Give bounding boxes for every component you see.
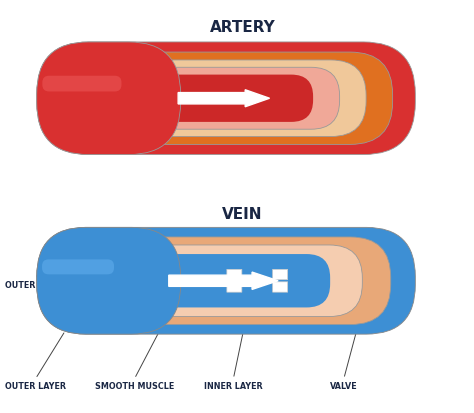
- FancyArrow shape: [178, 90, 270, 107]
- FancyBboxPatch shape: [36, 228, 415, 335]
- FancyBboxPatch shape: [273, 270, 288, 280]
- FancyBboxPatch shape: [42, 76, 121, 92]
- FancyBboxPatch shape: [227, 270, 242, 280]
- FancyBboxPatch shape: [139, 76, 313, 123]
- FancyBboxPatch shape: [86, 61, 366, 137]
- FancyArrow shape: [169, 273, 278, 290]
- Text: OUTER LAYER: OUTER LAYER: [5, 281, 66, 290]
- Text: INNER LAYER: INNER LAYER: [303, 281, 362, 290]
- Text: INNER LAYER: INNER LAYER: [204, 381, 263, 390]
- FancyBboxPatch shape: [273, 282, 288, 292]
- Text: SMOOTH MUSCLE: SMOOTH MUSCLE: [90, 281, 169, 290]
- FancyBboxPatch shape: [42, 260, 114, 275]
- Text: ARTERY: ARTERY: [210, 19, 275, 35]
- FancyBboxPatch shape: [90, 245, 362, 317]
- Text: SMOOTH MUSCLE: SMOOTH MUSCLE: [95, 381, 174, 390]
- FancyBboxPatch shape: [61, 237, 391, 325]
- FancyBboxPatch shape: [36, 228, 181, 335]
- FancyBboxPatch shape: [122, 254, 330, 308]
- FancyBboxPatch shape: [36, 43, 415, 155]
- Text: VALVE: VALVE: [330, 381, 357, 390]
- FancyBboxPatch shape: [59, 53, 392, 145]
- FancyBboxPatch shape: [36, 43, 181, 155]
- Text: OUTER LAYER: OUTER LAYER: [5, 381, 66, 390]
- FancyBboxPatch shape: [227, 282, 242, 292]
- FancyBboxPatch shape: [112, 68, 339, 130]
- Text: ELASTIC LAYER: ELASTIC LAYER: [192, 281, 260, 290]
- Text: VEIN: VEIN: [222, 206, 263, 221]
